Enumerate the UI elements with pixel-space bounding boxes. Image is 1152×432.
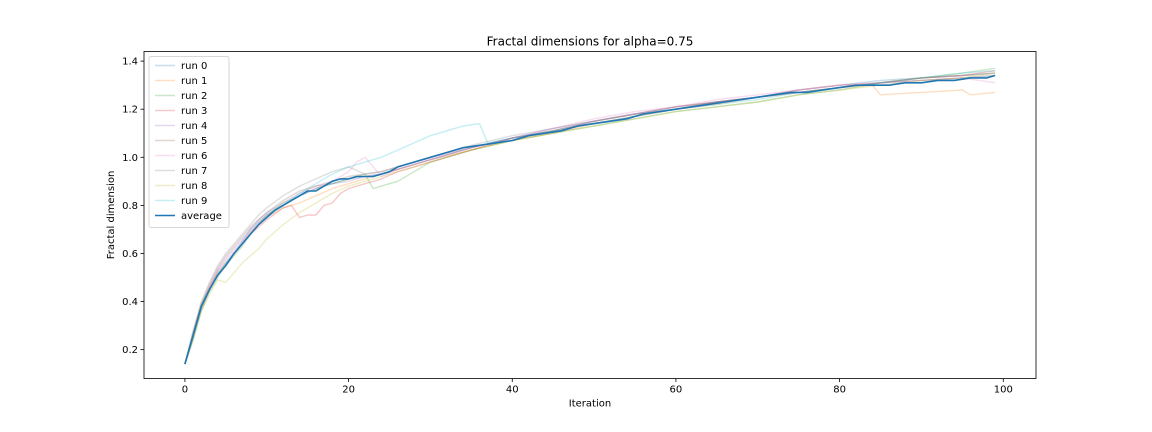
legend-label: run 0 xyxy=(181,61,207,72)
x-tick-label: 80 xyxy=(833,385,846,396)
legend-label: run 6 xyxy=(181,151,207,162)
legend-label: run 7 xyxy=(181,166,207,177)
series-line-run-2 xyxy=(184,67,996,365)
x-tick-label: 40 xyxy=(506,385,519,396)
legend-label: run 4 xyxy=(181,121,207,132)
legend-box xyxy=(148,56,230,228)
x-tick-label: 100 xyxy=(994,385,1013,396)
y-tick-label: 0.8 xyxy=(122,201,138,212)
legend-label: run 3 xyxy=(181,106,207,117)
x-tick-label: 0 xyxy=(182,385,188,396)
legend-label: run 1 xyxy=(181,76,207,87)
legend-label: run 9 xyxy=(181,196,207,207)
y-axis-label: Fractal dimension xyxy=(106,171,117,260)
series-line-average xyxy=(184,74,996,365)
plot-area: 0 20 40 60 80 100 0.2 0.4 0.6 0.8 1.0 1.2 1.4 xyxy=(122,51,1037,396)
y-tick-label: 1.4 xyxy=(122,57,138,68)
y-tick-label: 0.2 xyxy=(122,345,138,356)
legend-label: run 5 xyxy=(181,136,207,147)
legend-label: run 8 xyxy=(181,181,207,192)
y-tick-label: 1.2 xyxy=(122,105,138,116)
y-tick-label: 0.4 xyxy=(122,297,138,308)
legend-label: run 2 xyxy=(181,91,207,102)
chart-title: Fractal dimensions for alpha=0.75 xyxy=(487,35,694,49)
x-axis-label: Iteration xyxy=(569,399,611,410)
x-tick-label: 20 xyxy=(342,385,355,396)
legend: run 0 run 1 run 2 run 3 run 4 run 5 run 6 run 7… xyxy=(148,56,230,228)
series-line-run-6 xyxy=(184,77,996,365)
y-tick-label: 1.0 xyxy=(122,153,138,164)
axes-frame xyxy=(143,51,1037,379)
y-tick-label: 0.6 xyxy=(122,249,138,260)
series-line-run-8 xyxy=(184,72,996,365)
legend-label: average xyxy=(181,211,222,222)
x-tick-label: 60 xyxy=(670,385,683,396)
